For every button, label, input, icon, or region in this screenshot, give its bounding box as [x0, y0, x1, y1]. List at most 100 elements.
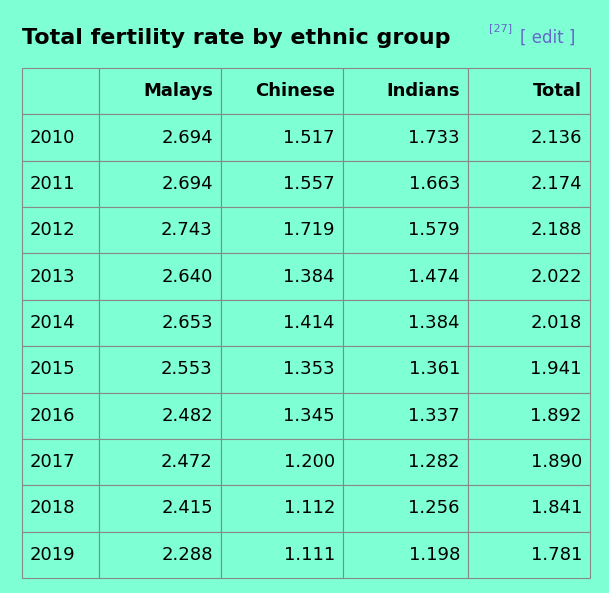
Text: Malays: Malays [143, 82, 213, 100]
Text: 2010: 2010 [30, 129, 76, 146]
Bar [22, 300, 99, 346]
Text: 2.188: 2.188 [530, 221, 582, 239]
Bar [468, 532, 590, 578]
Text: 2.743: 2.743 [161, 221, 213, 239]
Bar [343, 300, 468, 346]
Text: 1.941: 1.941 [530, 361, 582, 378]
Text: 1.200: 1.200 [284, 453, 335, 471]
Bar [99, 300, 221, 346]
Text: 1.517: 1.517 [283, 129, 335, 146]
Text: Indians: Indians [386, 82, 460, 100]
Text: 2016: 2016 [30, 407, 76, 425]
Text: 1.557: 1.557 [283, 175, 335, 193]
Bar [99, 207, 221, 253]
Bar [343, 439, 468, 485]
Bar [221, 114, 343, 161]
Text: 1.781: 1.781 [530, 546, 582, 564]
Text: 2015: 2015 [30, 361, 76, 378]
Bar [99, 161, 221, 207]
Text: Total fertility rate by ethnic group: Total fertility rate by ethnic group [22, 28, 451, 48]
Bar [22, 253, 99, 300]
Text: 2019: 2019 [30, 546, 76, 564]
Text: 1.890: 1.890 [531, 453, 582, 471]
Bar [99, 532, 221, 578]
Bar [468, 300, 590, 346]
Text: 1.733: 1.733 [408, 129, 460, 146]
Bar [22, 393, 99, 439]
Text: 1.361: 1.361 [409, 361, 460, 378]
Bar [221, 485, 343, 532]
Text: 2.022: 2.022 [530, 267, 582, 286]
Bar [22, 207, 99, 253]
Text: 2011: 2011 [30, 175, 76, 193]
Text: 1.579: 1.579 [408, 221, 460, 239]
Bar [468, 439, 590, 485]
Bar [343, 161, 468, 207]
Bar [343, 485, 468, 532]
Bar [221, 300, 343, 346]
Text: 1.198: 1.198 [409, 546, 460, 564]
Text: 2012: 2012 [30, 221, 76, 239]
Text: 1.892: 1.892 [530, 407, 582, 425]
Text: 2017: 2017 [30, 453, 76, 471]
Bar [99, 253, 221, 300]
Bar [343, 346, 468, 393]
Text: 2.415: 2.415 [161, 499, 213, 518]
Bar [221, 207, 343, 253]
Bar [99, 393, 221, 439]
Bar [468, 68, 590, 114]
Bar [22, 485, 99, 532]
Text: 1.663: 1.663 [409, 175, 460, 193]
Text: 1.841: 1.841 [530, 499, 582, 518]
Text: 1.474: 1.474 [408, 267, 460, 286]
Text: [27]: [27] [489, 23, 512, 33]
Text: 2.640: 2.640 [161, 267, 213, 286]
Bar [221, 532, 343, 578]
Bar [22, 161, 99, 207]
Bar [99, 114, 221, 161]
Bar [343, 393, 468, 439]
Bar [22, 532, 99, 578]
Bar [468, 485, 590, 532]
Text: 2.553: 2.553 [161, 361, 213, 378]
Text: 2013: 2013 [30, 267, 76, 286]
Bar [343, 68, 468, 114]
Bar [99, 485, 221, 532]
Bar [221, 393, 343, 439]
Text: 2.174: 2.174 [530, 175, 582, 193]
Text: 2.694: 2.694 [161, 175, 213, 193]
Bar [221, 161, 343, 207]
Text: 1.414: 1.414 [283, 314, 335, 332]
Bar [221, 68, 343, 114]
Bar [343, 207, 468, 253]
Text: 1.256: 1.256 [409, 499, 460, 518]
Text: 1.384: 1.384 [409, 314, 460, 332]
Text: 2.136: 2.136 [530, 129, 582, 146]
Bar [343, 532, 468, 578]
Bar [343, 114, 468, 161]
Bar [468, 161, 590, 207]
Text: 1.719: 1.719 [283, 221, 335, 239]
Bar [343, 253, 468, 300]
Bar [221, 253, 343, 300]
Bar [99, 346, 221, 393]
Text: 2.482: 2.482 [161, 407, 213, 425]
Text: Chinese: Chinese [255, 82, 335, 100]
Text: 2.018: 2.018 [531, 314, 582, 332]
Text: 2.288: 2.288 [161, 546, 213, 564]
Bar [22, 346, 99, 393]
Text: 2.694: 2.694 [161, 129, 213, 146]
Text: 1.353: 1.353 [283, 361, 335, 378]
Text: 2.472: 2.472 [161, 453, 213, 471]
Text: 2018: 2018 [30, 499, 76, 518]
Text: 1.282: 1.282 [409, 453, 460, 471]
Text: Total: Total [533, 82, 582, 100]
Bar [221, 439, 343, 485]
Bar [468, 346, 590, 393]
Text: [ edit ]: [ edit ] [520, 29, 576, 47]
Bar [468, 114, 590, 161]
Text: 1.345: 1.345 [283, 407, 335, 425]
Bar [99, 68, 221, 114]
Bar [468, 253, 590, 300]
Bar [468, 207, 590, 253]
